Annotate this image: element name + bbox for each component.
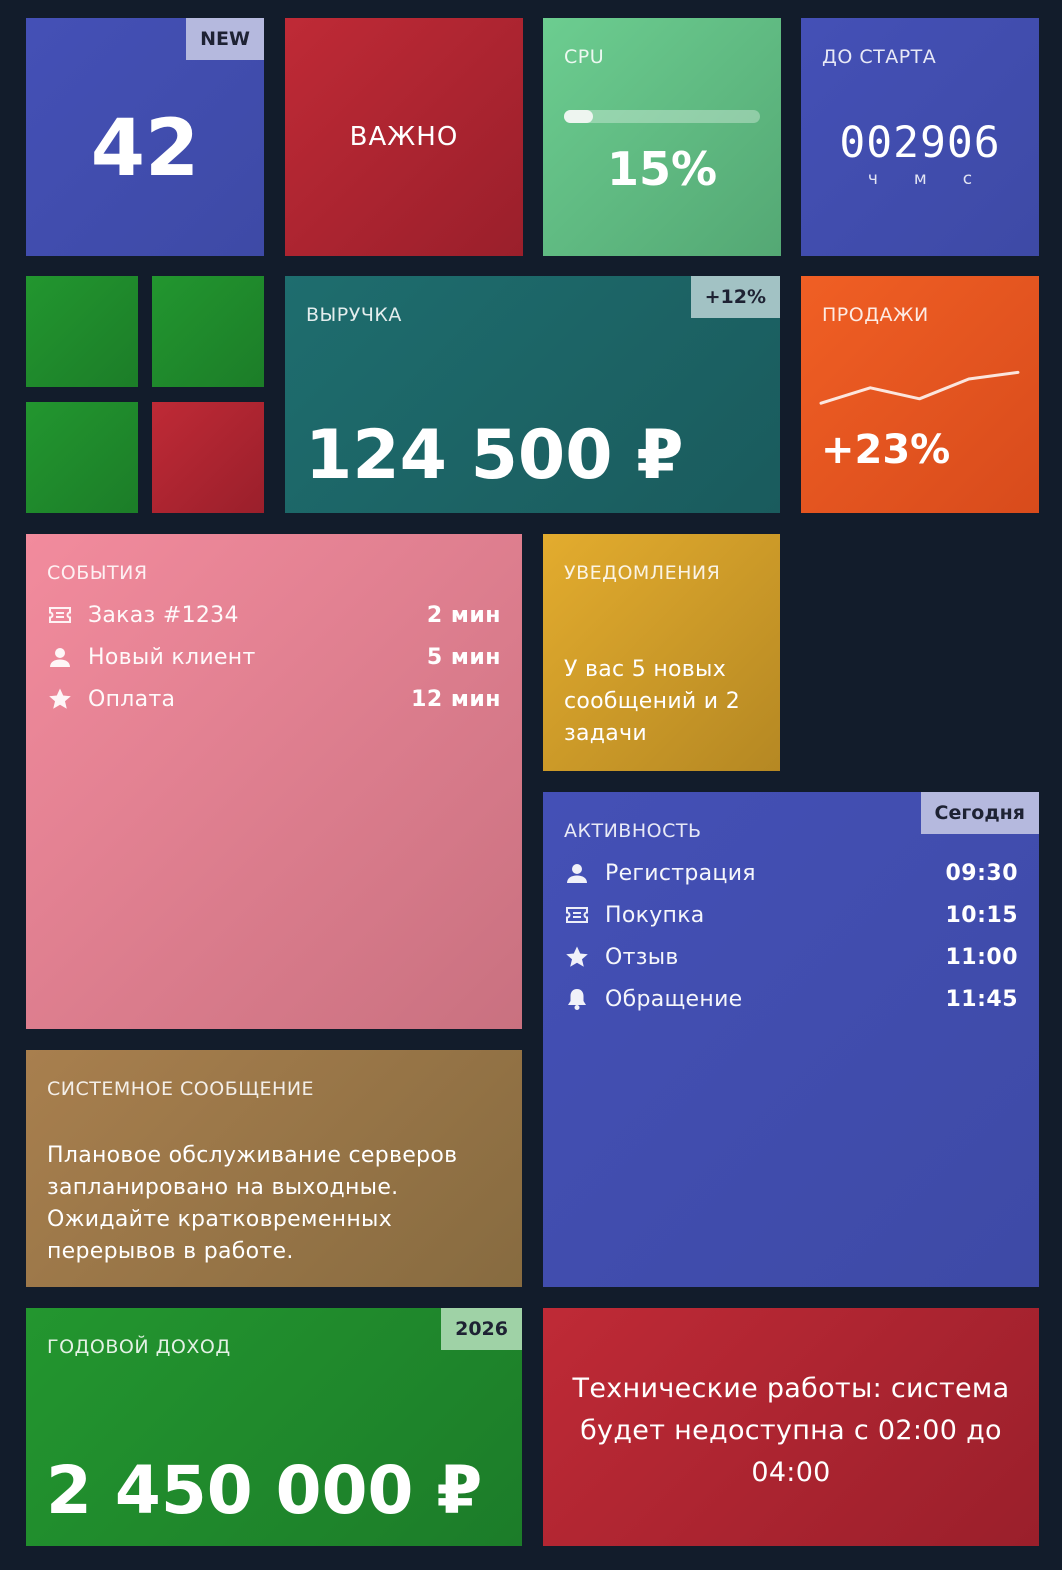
- events-label: СОБЫТИЯ: [47, 562, 148, 584]
- counter-tile[interactable]: NEW 42: [26, 18, 264, 256]
- list-item[interactable]: Регистрация 09:30: [564, 852, 1018, 894]
- sales-sparkline: [819, 370, 1020, 405]
- mini-tile-2[interactable]: [152, 276, 264, 387]
- list-item[interactable]: Отзыв 11:00: [564, 936, 1018, 978]
- list-item[interactable]: Заказ #1234 2 мин: [47, 594, 501, 636]
- notifications-text: У вас 5 новых сообщений и 2 задачи: [564, 657, 741, 746]
- year-badge: 2026: [441, 1308, 522, 1350]
- list-item[interactable]: Покупка 10:15: [564, 894, 1018, 936]
- user-icon: [47, 644, 73, 670]
- sales-tile[interactable]: ПРОДАЖИ +23%: [801, 276, 1039, 513]
- unit-seconds: с: [962, 169, 973, 189]
- cpu-progress-bar: [564, 110, 760, 123]
- star-icon: [47, 686, 73, 712]
- activity-tile[interactable]: Сегодня АКТИВНОСТЬ Регистрация 09:30 Пок…: [543, 792, 1039, 1287]
- annual-income-tile[interactable]: 2026 ГОДОВОЙ ДОХОД 2 450 000 ₽: [26, 1308, 522, 1546]
- important-tile[interactable]: ВАЖНО: [285, 18, 523, 256]
- sales-value: +23%: [821, 427, 951, 473]
- activity-time: 09:30: [945, 860, 1018, 886]
- bell-icon: [564, 986, 590, 1012]
- notifications-label: УВЕДОМЛЕНИЯ: [564, 562, 721, 584]
- activity-text: Регистрация: [605, 860, 756, 886]
- maintenance-text: Технические работы: система будет недост…: [572, 1373, 1010, 1488]
- activity-time: 11:45: [945, 986, 1018, 1012]
- system-message-text: Плановое обслуживание серверов запланиро…: [47, 1143, 458, 1264]
- star-icon: [564, 944, 590, 970]
- event-text: Новый клиент: [88, 644, 256, 670]
- activity-list: Регистрация 09:30 Покупка 10:15 Отзыв 11…: [564, 852, 1018, 1020]
- unit-minutes: м: [913, 169, 927, 189]
- activity-text: Покупка: [605, 902, 705, 928]
- mini-tile-3[interactable]: [26, 402, 138, 513]
- list-item[interactable]: Обращение 11:45: [564, 978, 1018, 1020]
- countdown-digits: 002906: [839, 118, 1001, 168]
- important-label: ВАЖНО: [349, 122, 459, 152]
- event-text: Оплата: [88, 686, 176, 712]
- ticket-icon: [564, 902, 590, 928]
- revenue-tile[interactable]: +12% ВЫРУЧКА 124 500 ₽: [285, 276, 780, 513]
- counter-value: 42: [90, 104, 200, 194]
- today-badge: Сегодня: [920, 792, 1039, 834]
- cpu-progress-fill: [564, 110, 594, 123]
- unit-hours: ч: [867, 169, 878, 189]
- notifications-tile[interactable]: УВЕДОМЛЕНИЯ У вас 5 новых сообщений и 2 …: [543, 534, 780, 771]
- annual-income-label: ГОДОВОЙ ДОХОД: [47, 1336, 231, 1358]
- event-text: Заказ #1234: [88, 602, 239, 628]
- revenue-change-badge: +12%: [690, 276, 780, 318]
- event-time: 2 мин: [426, 602, 501, 628]
- ticket-icon: [47, 602, 73, 628]
- list-item[interactable]: Новый клиент 5 мин: [47, 636, 501, 678]
- countdown-label: ДО СТАРТА: [822, 46, 937, 68]
- user-icon: [564, 860, 590, 886]
- countdown-tile[interactable]: ДО СТАРТА 002906 ч м с: [801, 18, 1039, 256]
- activity-time: 10:15: [945, 902, 1018, 928]
- activity-text: Отзыв: [605, 944, 679, 970]
- countdown-units: ч м с: [801, 169, 1039, 189]
- new-badge: NEW: [186, 18, 264, 60]
- events-list: Заказ #1234 2 мин Новый клиент 5 мин Опл…: [47, 594, 501, 720]
- revenue-value: 124 500 ₽: [305, 416, 684, 495]
- activity-label: АКТИВНОСТЬ: [564, 820, 702, 842]
- mini-tile-4[interactable]: [152, 402, 264, 513]
- event-time: 12 мин: [411, 686, 501, 712]
- cpu-tile[interactable]: CPU 15%: [543, 18, 781, 256]
- list-item[interactable]: Оплата 12 мин: [47, 678, 501, 720]
- sales-label: ПРОДАЖИ: [822, 304, 929, 326]
- activity-time: 11:00: [945, 944, 1018, 970]
- system-message-tile[interactable]: СИСТЕМНОЕ СООБЩЕНИЕ Плановое обслуживани…: [26, 1050, 522, 1287]
- mini-tile-1[interactable]: [26, 276, 138, 387]
- event-time: 5 мин: [426, 644, 501, 670]
- revenue-label: ВЫРУЧКА: [306, 304, 402, 326]
- cpu-label: CPU: [564, 46, 605, 68]
- maintenance-tile[interactable]: Технические работы: система будет недост…: [543, 1308, 1039, 1546]
- annual-income-value: 2 450 000 ₽: [46, 1452, 483, 1529]
- cpu-value: 15%: [606, 142, 718, 196]
- activity-text: Обращение: [605, 986, 743, 1012]
- system-message-label: СИСТЕМНОЕ СООБЩЕНИЕ: [47, 1078, 315, 1100]
- events-tile[interactable]: СОБЫТИЯ Заказ #1234 2 мин Новый клиент 5…: [26, 534, 522, 1029]
